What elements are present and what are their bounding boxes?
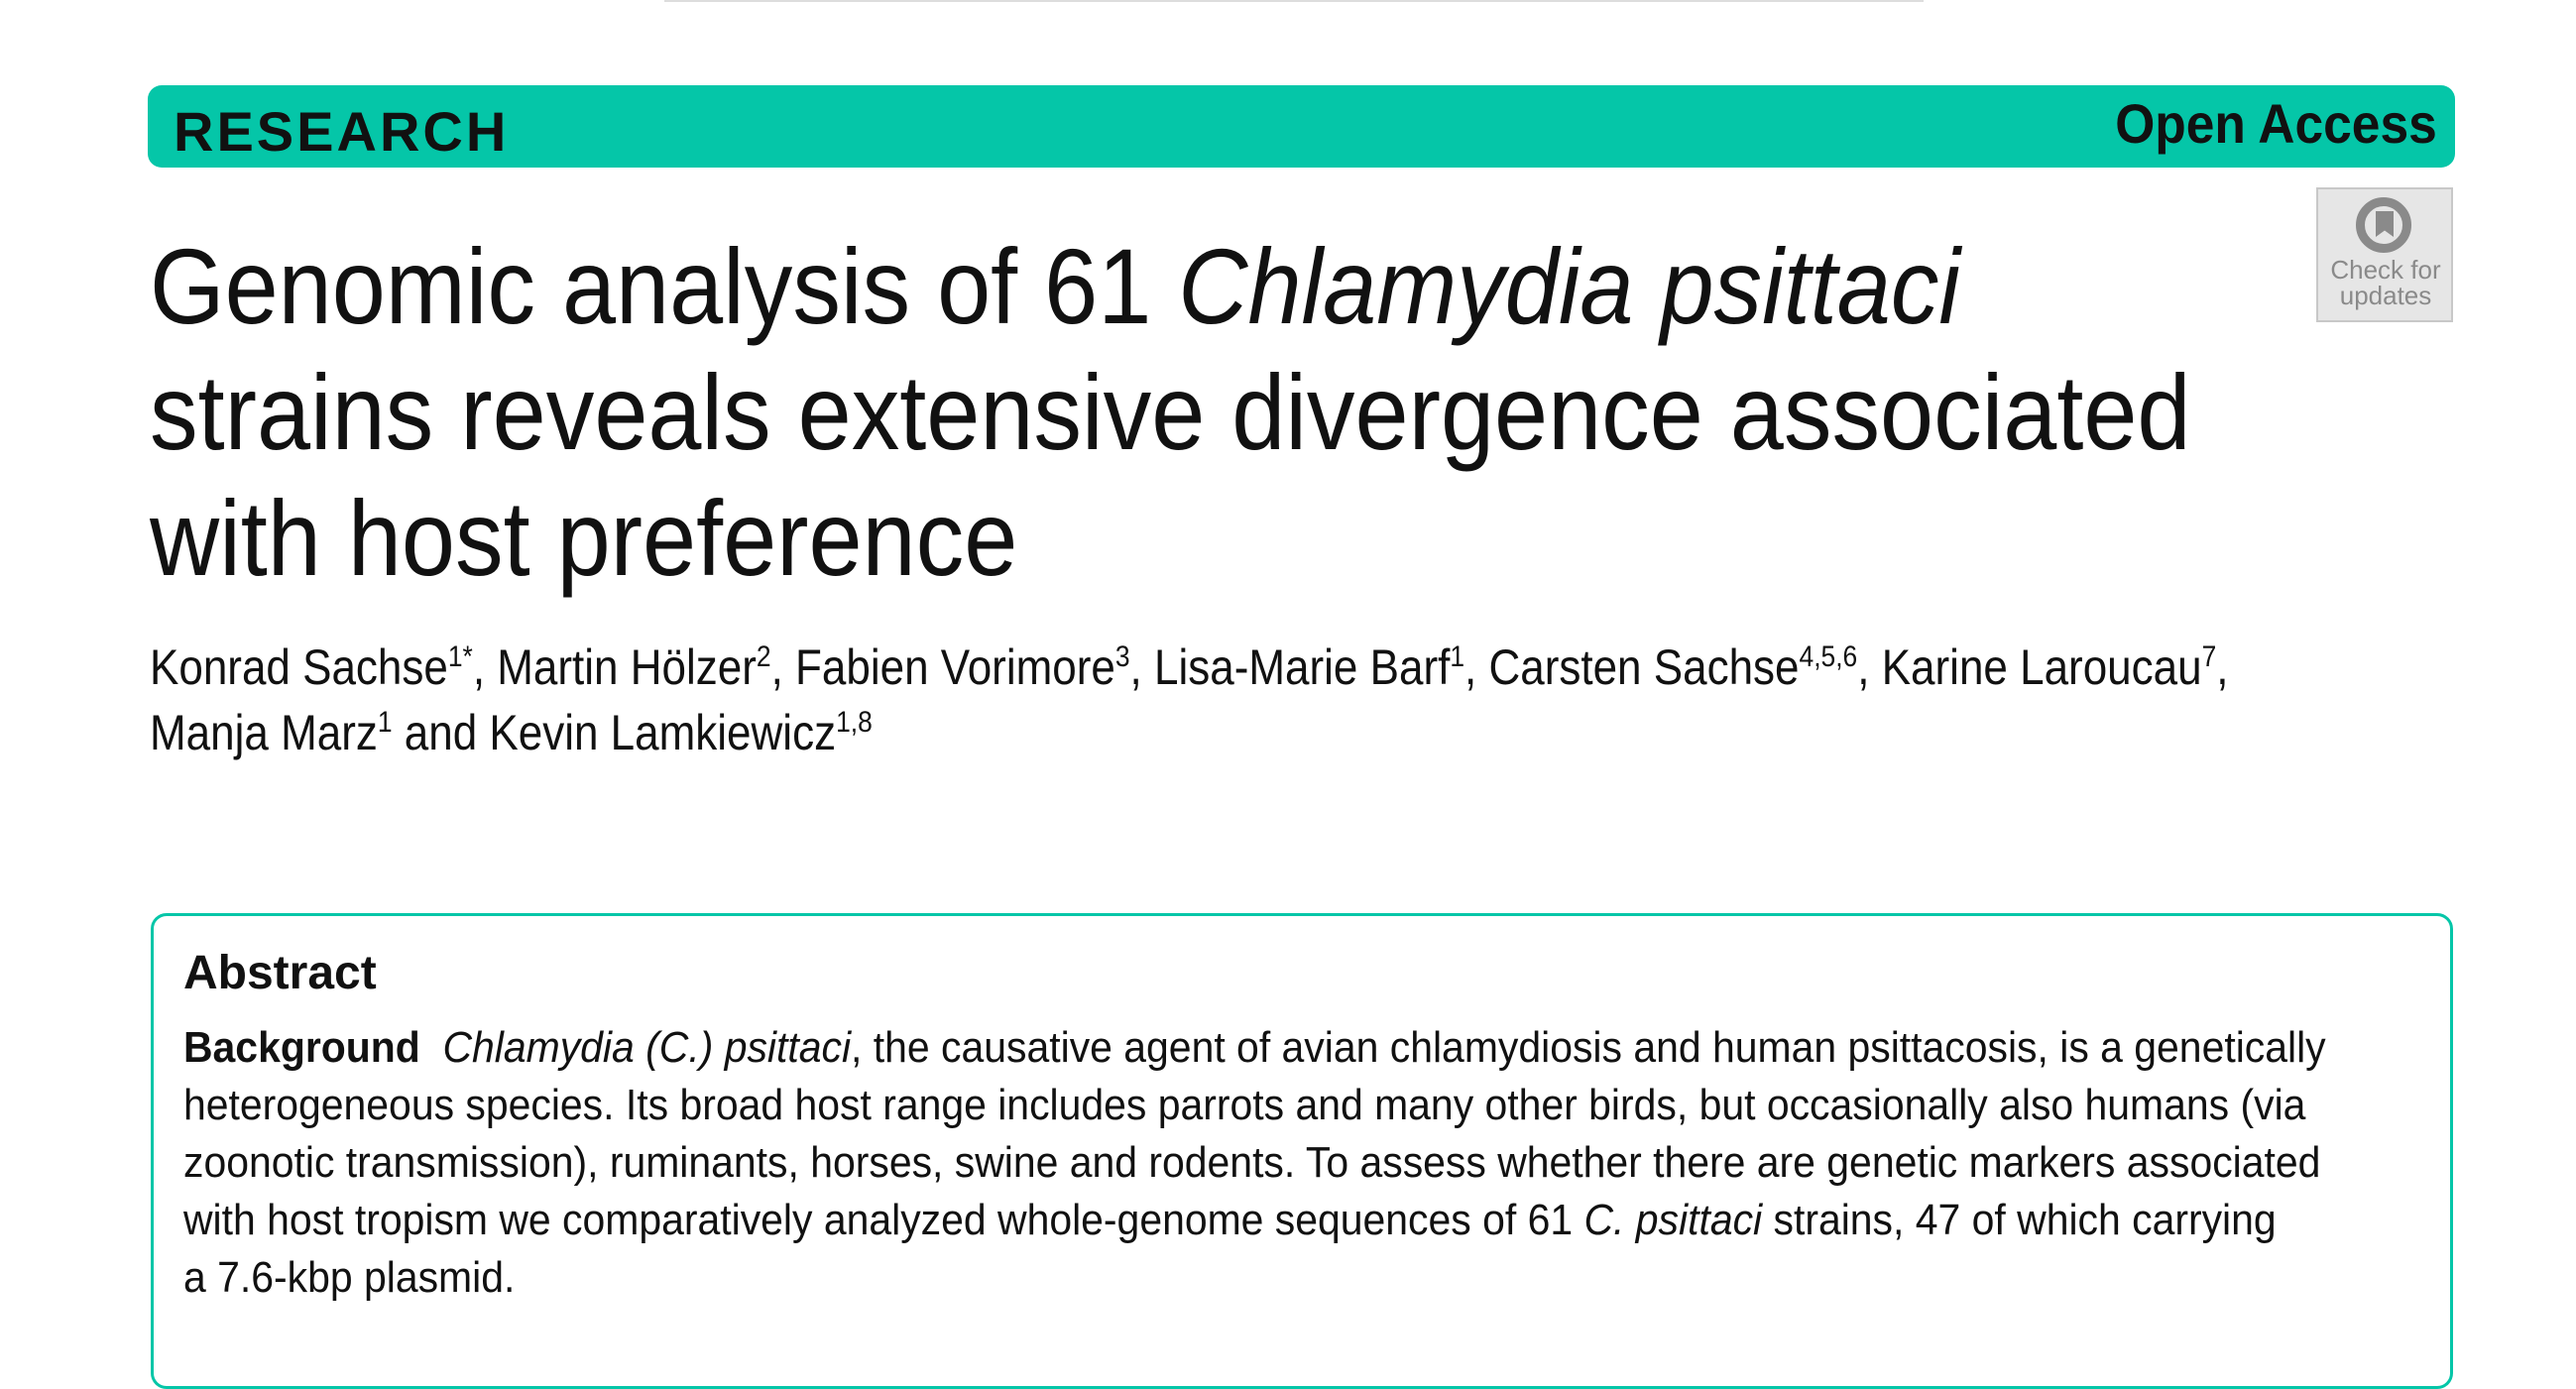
text-line: Konrad Sachse1*, Martin Hölzer2, Fabien …	[150, 635, 2229, 700]
text-run: heterogeneous species. Its broad host ra…	[183, 1081, 2306, 1129]
page: RESEARCH Open Access Check for updates G…	[148, 0, 2512, 1389]
text-line: Genomic analysis of 61 Chlamydia psittac…	[150, 223, 2190, 349]
text-line: Manja Marz1 and Kevin Lamkiewicz1,8	[150, 700, 2229, 765]
superscript: 2	[756, 640, 771, 673]
text-run: ,	[2216, 639, 2229, 695]
text-run: , Fabien Vorimore	[770, 639, 1115, 695]
text-line: with host tropism we comparatively analy…	[183, 1192, 2326, 1249]
text-line: strains reveals extensive divergence ass…	[150, 349, 2190, 475]
badge-bookmark	[2376, 211, 2394, 237]
text-line: Background Chlamydia (C.) psittaci, the …	[183, 1019, 2326, 1077]
superscript: 7	[2201, 640, 2217, 673]
text-run: zoonotic transmission), ruminants, horse…	[183, 1138, 2321, 1187]
badge-text: Check for	[2330, 255, 2441, 285]
text-line: zoonotic transmission), ruminants, horse…	[183, 1134, 2326, 1192]
text-line: heterogeneous species. Its broad host ra…	[183, 1077, 2326, 1134]
text-run: Manja Marz	[150, 705, 378, 760]
abstract-body: Background Chlamydia (C.) psittaci, the …	[183, 1019, 2487, 1307]
badge-icon	[2356, 197, 2411, 253]
superscript: 1	[1450, 640, 1465, 673]
italic-text: C. psittaci	[1583, 1196, 1763, 1244]
top-rule	[664, 0, 1924, 2]
text-run: a 7.6-kbp plasmid.	[183, 1253, 516, 1302]
section-label: RESEARCH	[174, 100, 510, 163]
header-banner: RESEARCH Open Access	[148, 85, 2455, 168]
access-label[interactable]: Open Access	[2115, 92, 2437, 155]
bold-text: Background	[183, 1023, 420, 1072]
text-run: , Lisa-Marie Barf	[1129, 639, 1451, 695]
text-run: strains, 47 of which carrying	[1762, 1196, 2277, 1244]
badge-text: updates	[2339, 281, 2432, 310]
italic-text: Chlamydia (C.) psittaci	[442, 1023, 852, 1072]
text-run: with host preference	[150, 478, 1018, 598]
text-run: , Martin Hölzer	[472, 639, 757, 695]
text-run: , the causative agent of avian chlamydio…	[851, 1023, 2326, 1072]
abstract-heading: Abstract	[183, 947, 377, 999]
text-run: Konrad Sachse	[150, 639, 448, 695]
text-run: Genomic analysis of 61	[150, 226, 1179, 346]
text-line: with host preference	[150, 475, 2190, 601]
text-run: , Karine Laroucau	[1857, 639, 2202, 695]
text-run: , Carsten Sachse	[1464, 639, 1800, 695]
text-run: with host tropism we comparatively analy…	[183, 1196, 1584, 1244]
text-line: a 7.6-kbp plasmid.	[183, 1249, 2326, 1307]
superscript: 1*	[447, 640, 473, 673]
superscript: 4,5,6	[1799, 640, 1858, 673]
text-run	[420, 1023, 443, 1072]
author-list: Konrad Sachse1*, Martin Hölzer2, Fabien …	[150, 635, 2512, 765]
abstract-box: Abstract Background Chlamydia (C.) psitt…	[151, 913, 2453, 1389]
check-updates-badge[interactable]: Check for updates	[2316, 187, 2453, 322]
italic-text: Chlamydia psittaci	[1178, 226, 1961, 346]
article-title: Genomic analysis of 61 Chlamydia psittac…	[150, 223, 2417, 601]
text-run: and Kevin Lamkiewicz	[392, 705, 837, 760]
superscript: 1	[377, 706, 393, 739]
superscript: 1,8	[836, 706, 873, 739]
text-run: strains reveals extensive divergence ass…	[150, 352, 2191, 472]
superscript: 3	[1114, 640, 1130, 673]
